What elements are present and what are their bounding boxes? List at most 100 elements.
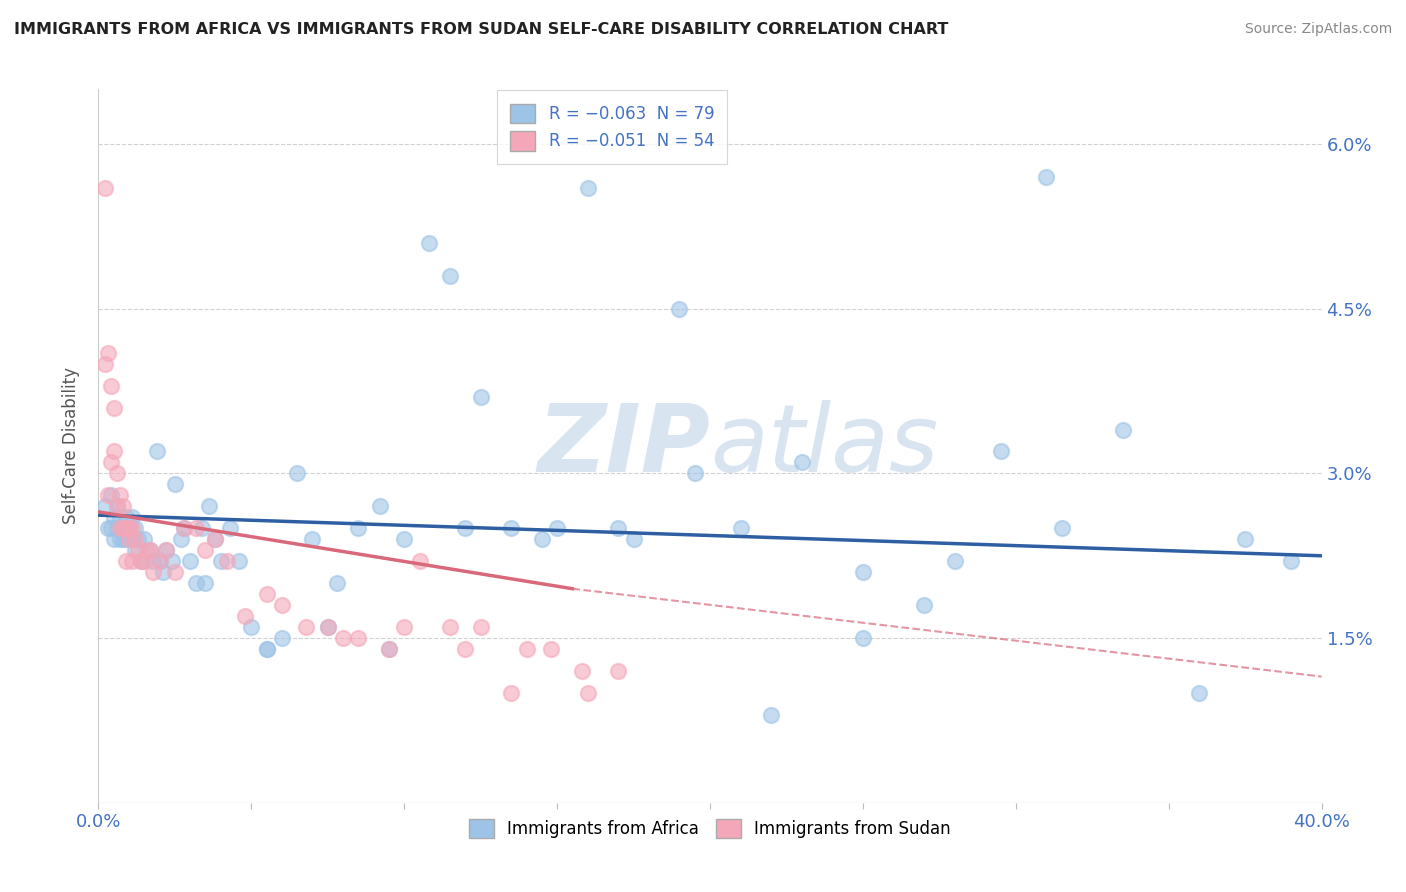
Point (501, 686, 523, 700)
Point (332, 631, 354, 645)
Point (540, 642, 562, 657)
Point (103, 444, 125, 458)
Point (152, 566, 174, 580)
Point (240, 620, 263, 634)
Point (215, 554, 238, 568)
Point (118, 521, 141, 535)
Point (186, 521, 208, 535)
Point (256, 587, 278, 601)
Point (93, 357, 115, 371)
Point (124, 521, 146, 535)
Point (103, 533, 125, 547)
Point (134, 554, 156, 568)
Point (1050, 521, 1073, 535)
Point (129, 554, 152, 568)
Point (454, 642, 477, 657)
Point (316, 620, 339, 634)
Point (108, 521, 131, 535)
Point (173, 521, 195, 535)
Point (127, 533, 149, 547)
Point (108, 533, 131, 547)
Point (111, 521, 134, 535)
Point (100, 488, 122, 502)
Point (1188, 686, 1211, 700)
Point (943, 554, 966, 568)
Point (576, 181, 599, 195)
Point (129, 554, 152, 568)
Point (1035, 169, 1057, 184)
Point (170, 533, 193, 547)
Point (326, 576, 349, 591)
Text: atlas: atlas (710, 401, 938, 491)
Point (546, 521, 568, 535)
Point (97, 488, 120, 502)
Point (347, 521, 370, 535)
Point (93, 500, 115, 514)
Point (439, 620, 461, 634)
Point (571, 664, 593, 678)
Point (347, 631, 370, 645)
Point (623, 533, 645, 547)
Point (233, 609, 256, 624)
Point (285, 467, 308, 481)
Point (990, 444, 1012, 458)
Point (607, 521, 630, 535)
Point (470, 620, 492, 634)
Point (108, 488, 131, 502)
Point (134, 533, 156, 547)
Point (912, 598, 935, 612)
Point (121, 554, 143, 568)
Point (408, 554, 430, 568)
Point (530, 533, 553, 547)
Point (115, 521, 138, 535)
Point (105, 467, 128, 481)
Point (115, 554, 138, 568)
Point (454, 521, 477, 535)
Point (149, 554, 172, 568)
Point (105, 500, 128, 514)
Point (852, 566, 875, 580)
Point (186, 576, 208, 591)
Point (668, 301, 690, 316)
Point (439, 268, 461, 283)
Point (219, 521, 242, 535)
Point (108, 510, 131, 524)
Point (115, 533, 138, 547)
Point (852, 631, 875, 645)
Point (124, 543, 146, 558)
Point (105, 500, 128, 514)
Point (142, 566, 165, 580)
Text: ZIP: ZIP (537, 400, 710, 492)
Point (270, 631, 292, 645)
Point (136, 543, 159, 558)
Point (270, 598, 292, 612)
Point (368, 500, 391, 514)
Point (163, 566, 186, 580)
Point (118, 533, 141, 547)
Point (516, 642, 538, 657)
Point (191, 521, 214, 535)
Point (111, 533, 134, 547)
Point (378, 642, 401, 657)
Point (160, 554, 183, 568)
Point (256, 642, 278, 657)
Y-axis label: Self-Care Disability: Self-Care Disability (62, 368, 80, 524)
Point (204, 533, 226, 547)
Point (163, 477, 186, 491)
Point (97, 521, 120, 535)
Point (209, 554, 232, 568)
Point (139, 543, 162, 558)
Point (378, 642, 401, 657)
Point (121, 533, 143, 547)
Point (142, 554, 165, 568)
Point (100, 455, 122, 469)
Point (105, 521, 128, 535)
Point (501, 521, 523, 535)
Legend: Immigrants from Africa, Immigrants from Sudan: Immigrants from Africa, Immigrants from … (463, 812, 957, 845)
Point (100, 378, 122, 392)
Point (127, 543, 149, 558)
Point (100, 521, 122, 535)
Point (111, 500, 134, 514)
Point (228, 554, 250, 568)
Point (155, 543, 177, 558)
